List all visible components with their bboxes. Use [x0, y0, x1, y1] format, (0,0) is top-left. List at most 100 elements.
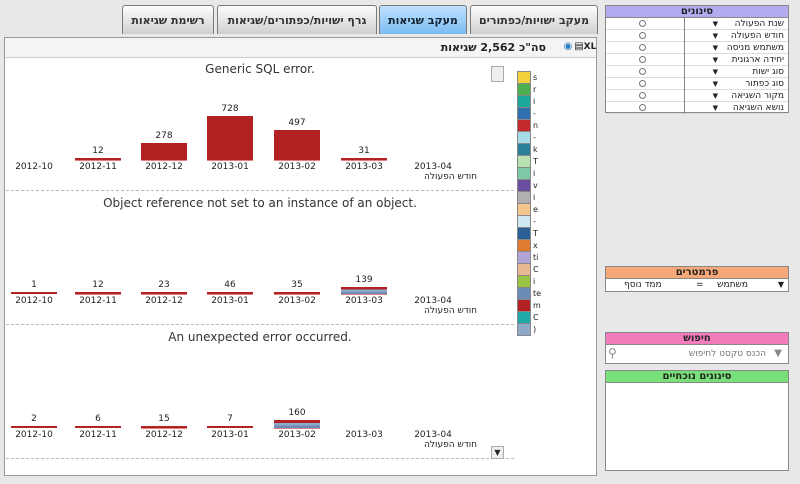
data-label: 728 [221, 104, 239, 114]
data-label: 7 [227, 414, 233, 424]
scrollbar[interactable]: ▼ [491, 66, 504, 461]
error-chart: An unexpected error occurred. 2012-10 2 201… [6, 326, 514, 459]
filter-row[interactable]: חודש הפעולה ▼ [606, 30, 788, 42]
chevron-down-icon[interactable]: ▼ [712, 80, 718, 88]
bar[interactable] [207, 292, 253, 294]
chevron-down-icon[interactable]: ▼ [712, 32, 718, 40]
filter-row[interactable]: סוג ישות ▼ [606, 66, 788, 78]
bar[interactable] [341, 287, 387, 294]
print-icon[interactable]: ▤ [574, 41, 584, 52]
legend-label: i [533, 193, 536, 202]
chevron-down-icon[interactable]: ▼ [712, 92, 718, 100]
bar[interactable] [274, 292, 320, 294]
chevron-down-icon[interactable]: ▼ [712, 56, 718, 64]
bar[interactable] [75, 426, 121, 428]
filter-radio[interactable] [639, 104, 646, 111]
bar[interactable] [207, 426, 253, 428]
chevron-down-icon[interactable]: ▼ [712, 44, 718, 52]
filter-radio[interactable] [639, 68, 646, 75]
filter-row[interactable]: משתמש מניסה ▼ [606, 42, 788, 54]
bar[interactable] [75, 292, 121, 294]
x-tick-label: 2013-02 [278, 162, 316, 172]
filter-radio[interactable] [639, 20, 646, 27]
error-chart: Generic SQL error. 2012-10 2012-11 12 2012-1… [6, 58, 514, 191]
bar[interactable] [207, 116, 253, 160]
filters-panel: סינונים שנת הפעולה ▼ חודש הפעולה ▼ משתמש מני… [605, 5, 789, 114]
bar[interactable] [141, 426, 187, 428]
filter-row[interactable]: יחידה ארגונית ▼ [606, 54, 788, 66]
excel-export-button[interactable]: XL [583, 42, 597, 52]
search-input[interactable] [620, 347, 768, 361]
current-filters-panel: סינונים נוכחיים [605, 370, 789, 471]
data-label: 12 [92, 146, 104, 156]
data-label: 139 [355, 275, 373, 285]
divider [684, 78, 685, 90]
x-tick-label: 2012-10 [15, 162, 53, 172]
filter-label: נושא השגיאה [732, 103, 784, 113]
x-tick-label: 2013-01 [211, 162, 249, 172]
bar[interactable] [11, 292, 57, 294]
x-axis-label: חודש הפעולה [424, 440, 478, 450]
filter-row[interactable]: סוג כפתור ▼ [606, 78, 788, 90]
legend-label: C [533, 313, 539, 322]
bar-baseline [75, 294, 121, 295]
x-axis-label: חודש הפעולה [424, 172, 478, 182]
charts-panel: ◉ ▤ XL סה"כ 2,562 שגיאות Generic SQL err… [4, 37, 597, 476]
filter-label: משתמש מניסה [726, 43, 784, 53]
filter-radio[interactable] [639, 32, 646, 39]
chevron-down-icon[interactable]: ▼ [712, 20, 718, 28]
filter-radio[interactable] [639, 56, 646, 63]
divider [684, 66, 685, 78]
x-tick-label: 2012-11 [79, 430, 117, 440]
chevron-down-icon[interactable]: ▼ [712, 68, 718, 76]
divider [684, 30, 685, 42]
legend-label: - [533, 133, 536, 142]
filter-row[interactable]: נושא השגיאה ▼ [606, 102, 788, 114]
scroll-down-icon[interactable]: ▼ [491, 446, 504, 459]
bar[interactable] [11, 426, 57, 428]
filter-row[interactable]: מקור השגיאה ▼ [606, 90, 788, 102]
chevron-down-icon[interactable]: ▼ [777, 280, 784, 289]
bar-baseline [141, 294, 187, 295]
x-tick-label: 2013-03 [345, 296, 383, 306]
bar[interactable] [141, 143, 187, 160]
filter-row[interactable]: שנת הפעולה ▼ [606, 18, 788, 30]
panel-header: ◉ ▤ XL סה"כ 2,562 שגיאות [5, 38, 596, 58]
legend-label: ) [533, 325, 537, 334]
bar-baseline [274, 160, 320, 161]
legend-label: i [533, 97, 536, 106]
tab-errors-list[interactable]: רשימת שגיאות [122, 5, 214, 34]
filter-radio[interactable] [639, 92, 646, 99]
data-label: 46 [224, 280, 236, 290]
bar[interactable] [141, 292, 187, 294]
search-icon: ⚲ [608, 346, 617, 360]
bar[interactable] [75, 158, 121, 160]
legend-swatch[interactable] [517, 323, 531, 336]
filter-radio[interactable] [639, 80, 646, 87]
bar[interactable] [274, 130, 320, 160]
tab-entities-tracking[interactable]: מעקב ישויות/כפתורים [470, 5, 598, 34]
filter-radio[interactable] [639, 44, 646, 51]
bar[interactable] [341, 158, 387, 160]
scroll-thumb[interactable] [491, 66, 504, 82]
tab-graph[interactable]: גרף ישויות/כפתורים/שגיאות [217, 5, 377, 34]
legend-label: te [533, 289, 542, 298]
x-tick-label: 2012-10 [15, 430, 53, 440]
legend-label: T [533, 229, 538, 238]
tab-errors-tracking[interactable]: מעקב שגיאות [379, 5, 467, 34]
x-tick-label: 2013-04 [414, 430, 452, 440]
data-label: 497 [288, 118, 306, 128]
globe-icon[interactable]: ◉ [563, 41, 573, 52]
bar[interactable] [274, 420, 320, 428]
param-row[interactable]: משתמש = ממד נוסף ▼ [606, 279, 788, 291]
legend-label: n [533, 121, 539, 130]
chevron-down-icon[interactable]: ▼ [712, 104, 718, 112]
chevron-down-icon[interactable]: ▼ [774, 348, 782, 359]
data-label: 35 [291, 280, 303, 290]
chart-title: Object reference not set to an instance … [103, 196, 417, 210]
legend-label: T [533, 157, 538, 166]
x-tick-label: 2013-03 [345, 430, 383, 440]
data-label: 1 [31, 280, 37, 290]
x-tick-label: 2012-12 [145, 430, 183, 440]
error-chart: Object reference not set to an instance … [6, 192, 514, 325]
